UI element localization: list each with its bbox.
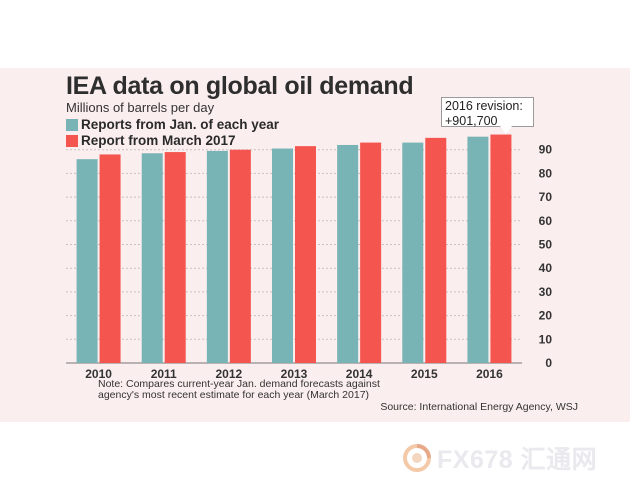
y-tick-label: 50 (539, 238, 553, 252)
bar-jan-2011 (141, 153, 163, 363)
bar-march-2013 (295, 146, 316, 363)
chart-note: Note: Compares current-year Jan. demand … (98, 379, 380, 401)
y-tick-label: 10 (539, 332, 553, 346)
callout-pointer (500, 126, 512, 134)
x-tick-label: 2016 (476, 367, 503, 381)
bar-jan-2015 (402, 142, 424, 363)
bar-march-2010 (99, 154, 121, 363)
y-axis-ticks: 0 10 20 30 40 50 60 70 80 90 (539, 143, 553, 370)
y-tick-label: 90 (539, 143, 553, 157)
x-tick-label: 2015 (411, 367, 438, 381)
y-tick-label: 60 (539, 214, 553, 228)
legend-item-march: Report from March 2017 (66, 133, 236, 148)
legend-swatch-jan (66, 118, 78, 131)
bar-march-2016 (490, 134, 512, 363)
bar-jan-2014 (337, 144, 359, 363)
bar-jan-2010 (76, 159, 98, 363)
bars (76, 134, 512, 363)
x-tick-label: 2014 (346, 367, 373, 381)
bar-jan-2016 (467, 136, 489, 363)
note-line1: Note: Compares current-year Jan. demand … (98, 378, 380, 390)
y-tick-label: 80 (539, 166, 553, 180)
legend-item-jan: Reports from Jan. of each year (66, 117, 279, 132)
bar-march-2011 (164, 152, 186, 363)
x-tick-label: 2013 (281, 367, 308, 381)
watermark: FX678 汇通网 (403, 440, 597, 476)
y-tick-label: 0 (545, 356, 552, 370)
bar-jan-2013 (272, 148, 293, 363)
legend-label-jan: Reports from Jan. of each year (81, 117, 280, 132)
y-tick-label: 30 (539, 285, 553, 299)
callout-line2: +901,700 (445, 114, 498, 128)
chart-title: IEA data on global oil demand (66, 72, 414, 100)
callout-line1: 2016 revision: (445, 99, 523, 113)
x-tick-label: 2012 (216, 367, 243, 381)
y-tick-label: 70 (539, 190, 553, 204)
chart-subtitle: Millions of barrels per day (66, 100, 215, 115)
x-tick-label: 2010 (85, 367, 112, 381)
legend-swatch-march (66, 134, 78, 147)
bar-march-2012 (229, 149, 251, 363)
watermark-text: FX678 汇通网 (437, 446, 598, 474)
bar-march-2014 (360, 142, 382, 363)
x-tick-label: 2011 (151, 367, 177, 381)
grid-lines (66, 149, 522, 364)
revision-callout: 2016 revision: +901,700 (441, 97, 534, 128)
x-axis-ticks: 2010 2011 2012 2013 2014 2015 2016 (85, 367, 503, 381)
bar-march-2015 (425, 137, 447, 363)
note-line2: agency's most recent estimate for each y… (98, 389, 370, 401)
y-tick-label: 20 (539, 309, 553, 323)
fx678-logo-icon (403, 444, 431, 472)
legend-label-march: Report from March 2017 (81, 133, 236, 148)
chart-source: Source: International Energy Agency, WSJ (380, 401, 578, 413)
y-tick-label: 40 (539, 261, 553, 275)
bar-jan-2012 (206, 150, 228, 363)
